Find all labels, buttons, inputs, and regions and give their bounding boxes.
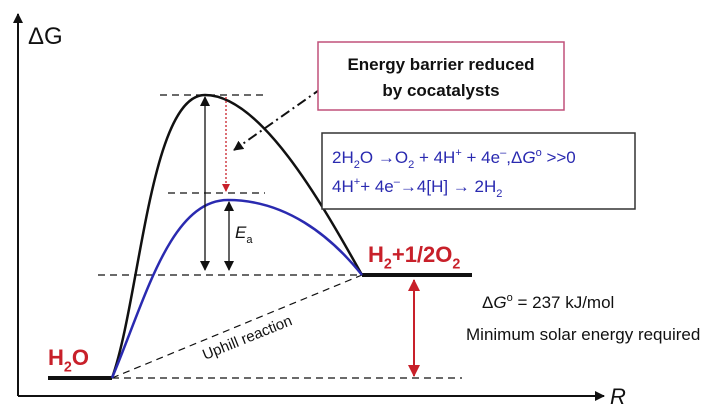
text-run: O bbox=[72, 345, 89, 370]
delta-g-label: ΔGo = 237 kJ/mol bbox=[482, 292, 614, 312]
text-run: 2 bbox=[408, 159, 414, 171]
text-run: 2 bbox=[452, 257, 460, 273]
text-run: 2 bbox=[64, 360, 72, 376]
equation-box bbox=[321, 132, 636, 210]
x-axis-label: R bbox=[610, 384, 626, 408]
text-run: →4[H] → 2H bbox=[400, 177, 496, 196]
text-run: a bbox=[246, 234, 253, 246]
text-run: 2 bbox=[354, 159, 360, 171]
equation: 4H++ 4e–→4[H] → 2H2 bbox=[332, 176, 502, 200]
text-run: 2 bbox=[384, 257, 392, 273]
product-label: H2+1/2O2 bbox=[368, 242, 460, 273]
text-run: – bbox=[500, 147, 507, 159]
text-run: G bbox=[493, 293, 506, 312]
solar-label: Minimum solar energy required bbox=[466, 325, 700, 344]
text-run: 2 bbox=[496, 188, 502, 200]
callout-line: by cocatalysts bbox=[382, 81, 499, 100]
text-run: + 4e bbox=[462, 148, 500, 167]
activation-label: Ea bbox=[235, 223, 253, 246]
text-run: >>0 bbox=[542, 148, 576, 167]
text-run: + bbox=[455, 147, 461, 159]
text-run: E bbox=[235, 223, 247, 242]
equation: 2H2O →O2 + 4H+ + 4e–,ΔGo >>0 bbox=[332, 147, 576, 171]
uphill-label: Uphill reaction bbox=[200, 312, 294, 363]
text-run: + 4e bbox=[360, 177, 394, 196]
y-axis-label: ΔG bbox=[28, 23, 63, 50]
text-run: o bbox=[507, 292, 513, 304]
callout-box bbox=[317, 41, 565, 111]
text-run: o bbox=[536, 147, 542, 159]
callout-pointer bbox=[233, 87, 323, 151]
text-run: H bbox=[368, 242, 384, 267]
text-run: G bbox=[522, 148, 535, 167]
reactant-label: H2O bbox=[48, 345, 89, 376]
text-run: +1/2O bbox=[392, 242, 453, 267]
text-run: – bbox=[394, 176, 401, 188]
text-run: O →O bbox=[360, 148, 408, 167]
uphill-line bbox=[111, 274, 363, 379]
text-run: + bbox=[354, 176, 360, 188]
uncatalyzed-curve bbox=[110, 93, 364, 379]
text-run: = 237 kJ/mol bbox=[513, 293, 615, 312]
text-run: 4H bbox=[332, 177, 354, 196]
text-run: Δ bbox=[482, 293, 493, 312]
text-run: H bbox=[48, 345, 64, 370]
catalyzed-curve bbox=[110, 198, 363, 379]
text-run: ,Δ bbox=[506, 148, 522, 167]
text-run: 2H bbox=[332, 148, 354, 167]
text-run: + 4H bbox=[414, 148, 455, 167]
callout-line: Energy barrier reduced bbox=[347, 55, 534, 74]
